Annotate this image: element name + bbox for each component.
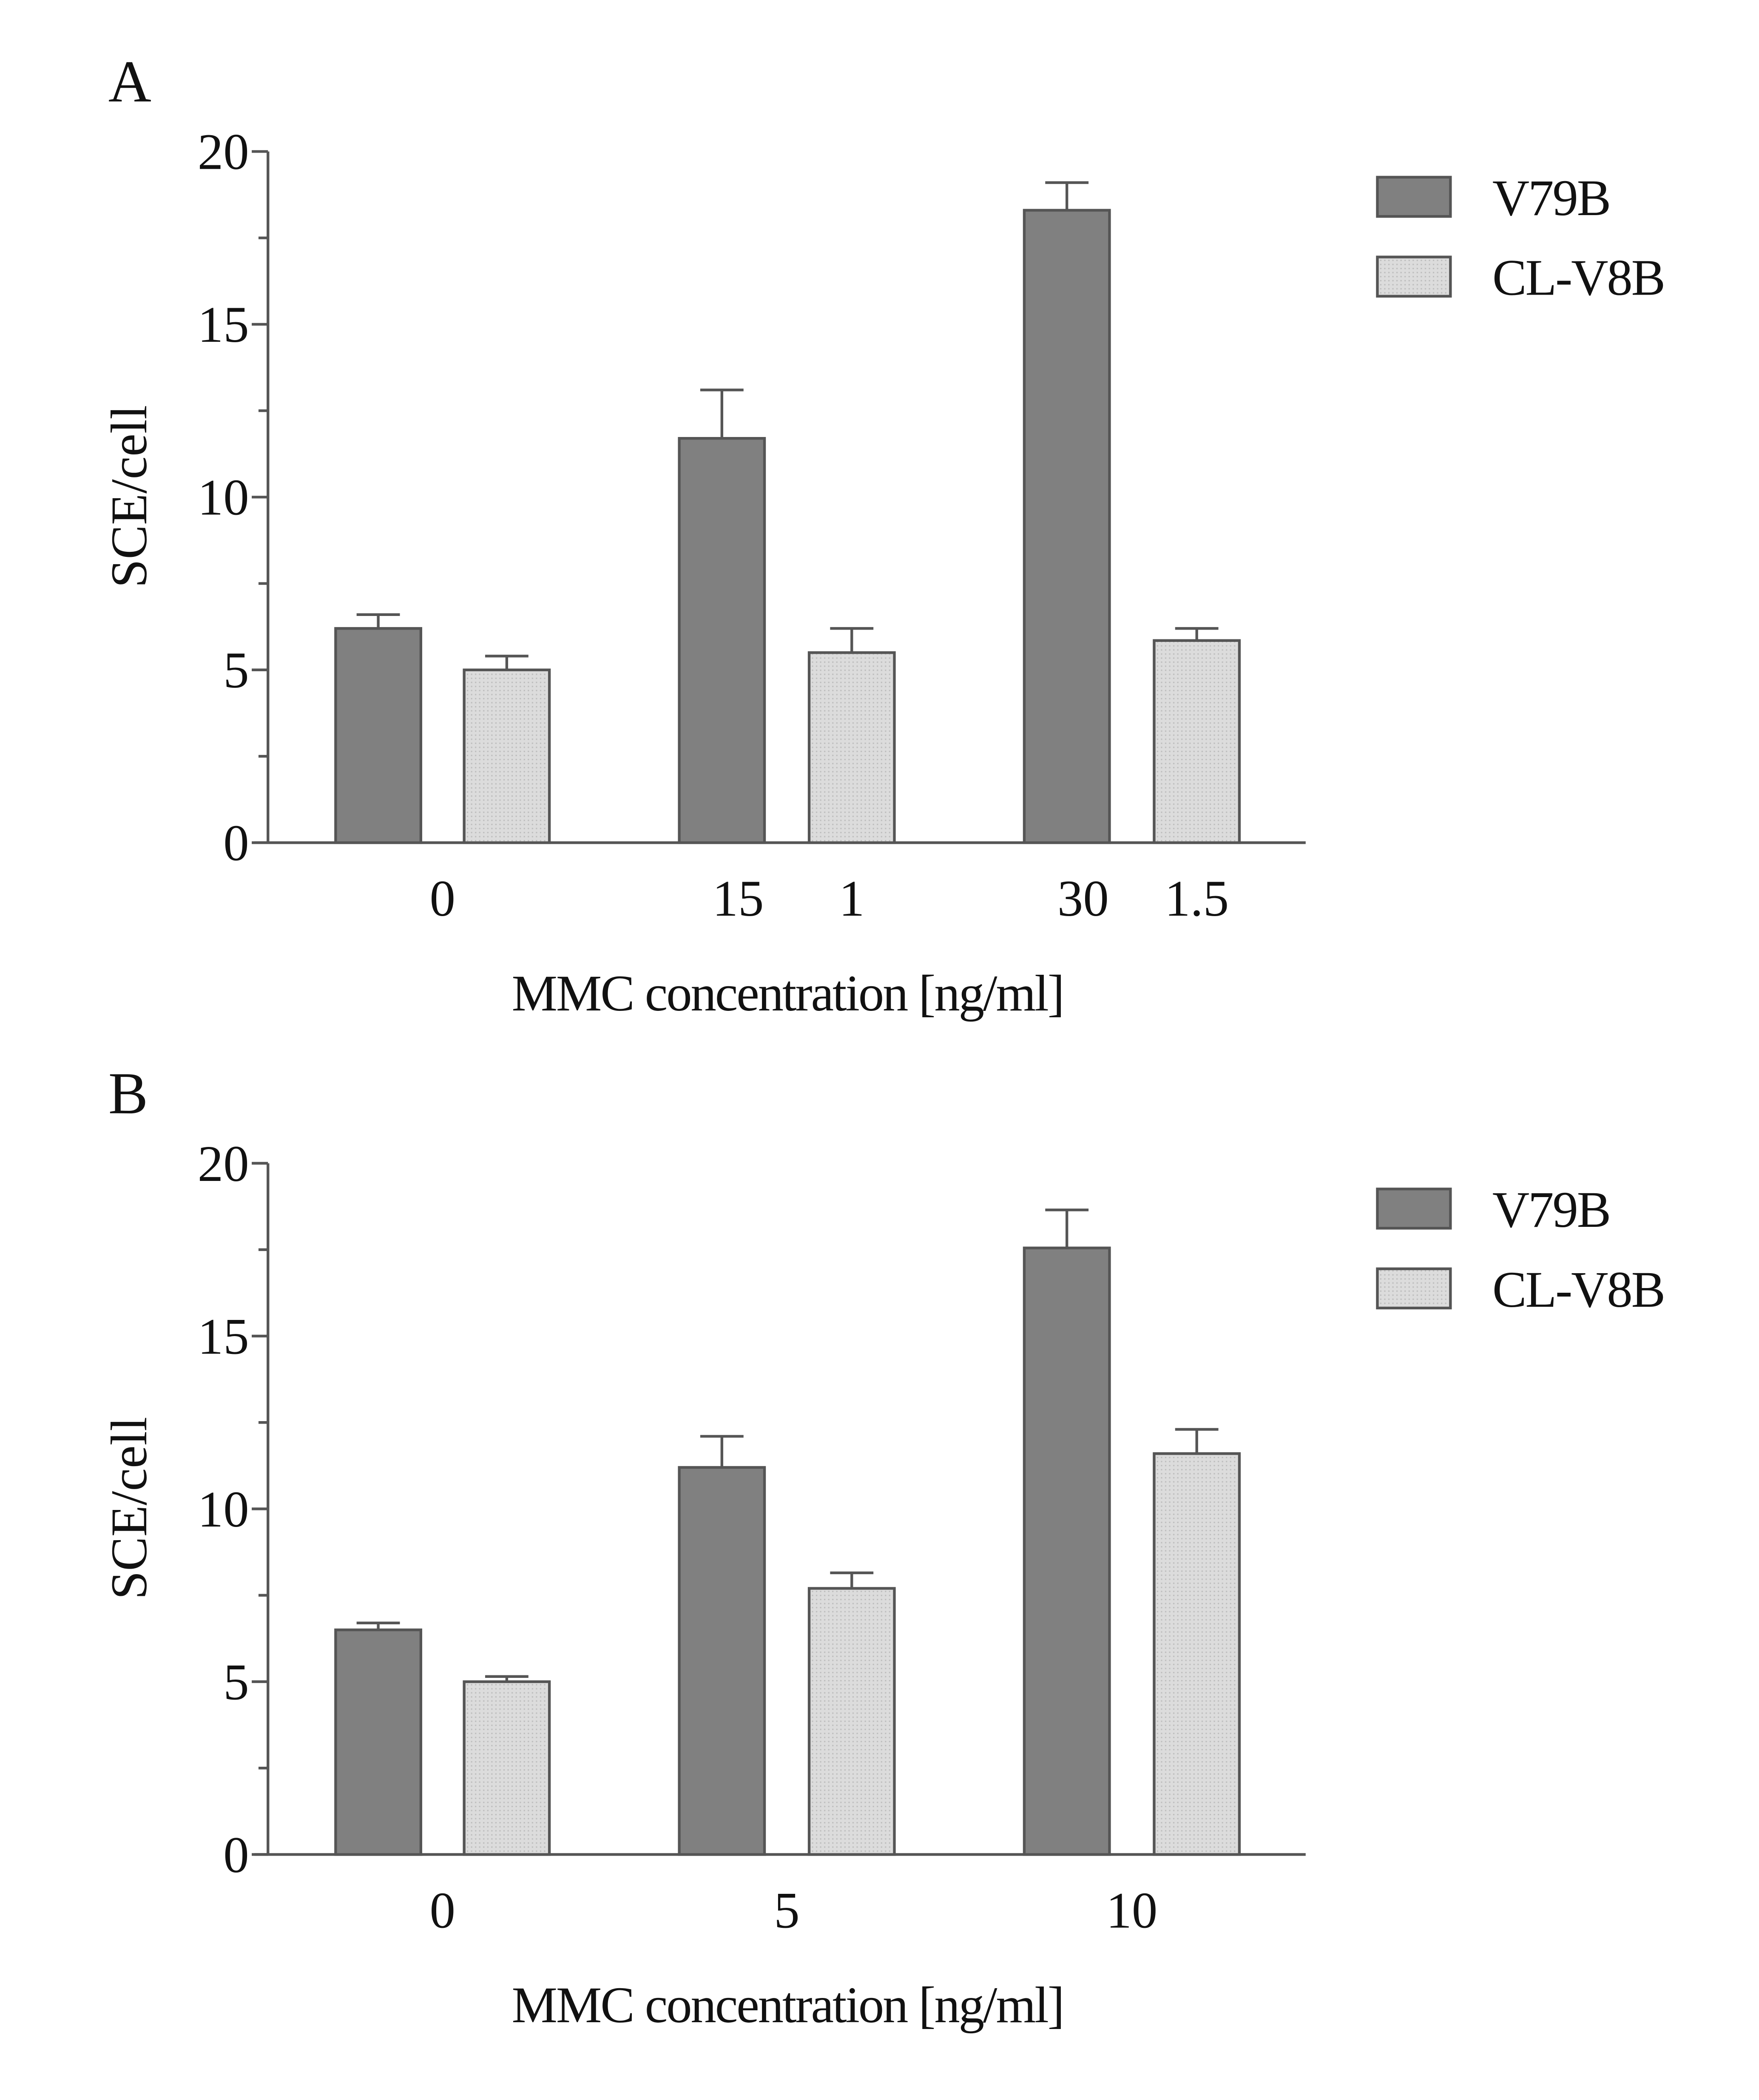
y-tick-label: 20 [198, 124, 249, 181]
x-tick-label: 15 [713, 870, 764, 927]
bar-v79b-0 [334, 627, 422, 844]
x-tick-label: 0 [429, 870, 455, 927]
x-axis-title: MMC concentration [ng/ml] [512, 965, 1063, 1022]
bar-v79b-2 [1023, 1246, 1111, 1856]
x-tick-label: 10 [1106, 1882, 1157, 1939]
bar-cl-v8b-2 [1153, 1452, 1241, 1856]
x-tick-label: 1.5 [1165, 870, 1229, 927]
chart-panel-b: B 0 5 10 15 20 SCE/cell MMC concentration [ng/m… [101, 1061, 1665, 2034]
x-tick-label: 0 [429, 1882, 455, 1939]
legend-swatch [1376, 1267, 1452, 1310]
bar-cl-v8b-0 [463, 668, 551, 844]
y-tick-label: 10 [198, 1481, 249, 1538]
x-axis-title: MMC concentration [ng/ml] [512, 1977, 1063, 2034]
legend-label: V79B [1492, 170, 1610, 227]
legend-label: V79B [1492, 1181, 1610, 1238]
legend-label: CL-V8B [1492, 1261, 1664, 1318]
legend-swatch [1376, 1187, 1452, 1230]
y-tick-label: 5 [223, 642, 249, 699]
x-tick-label: 1 [839, 870, 864, 927]
legend-swatch [1376, 176, 1452, 218]
y-tick-label: 10 [198, 469, 249, 526]
x-tick-label: 5 [774, 1882, 799, 1939]
x-tick-label: 30 [1057, 870, 1109, 927]
y-axis-title: SCE/cell [101, 1417, 158, 1600]
y-tick-label: 15 [198, 1308, 249, 1365]
legend-swatch [1376, 255, 1452, 298]
y-tick-label: 20 [198, 1135, 249, 1192]
bar-cl-v8b-1 [807, 1587, 896, 1856]
y-tick-label: 0 [223, 1827, 249, 1884]
y-tick-label: 15 [198, 296, 249, 353]
bar-v79b-2 [1023, 209, 1111, 844]
y-tick-label: 5 [223, 1654, 249, 1711]
bar-v79b-1 [678, 1466, 766, 1856]
bar-cl-v8b-1 [807, 651, 896, 844]
bar-v79b-1 [678, 437, 766, 844]
bar-v79b-0 [334, 1628, 422, 1856]
legend-label: CL-V8B [1492, 250, 1664, 306]
y-tick-label: 0 [223, 815, 249, 872]
bar-cl-v8b-0 [463, 1680, 551, 1856]
y-axis-title: SCE/cell [101, 405, 158, 588]
panel-label: A [108, 49, 151, 115]
bar-cl-v8b-2 [1153, 639, 1241, 844]
panel-label: B [108, 1061, 148, 1127]
